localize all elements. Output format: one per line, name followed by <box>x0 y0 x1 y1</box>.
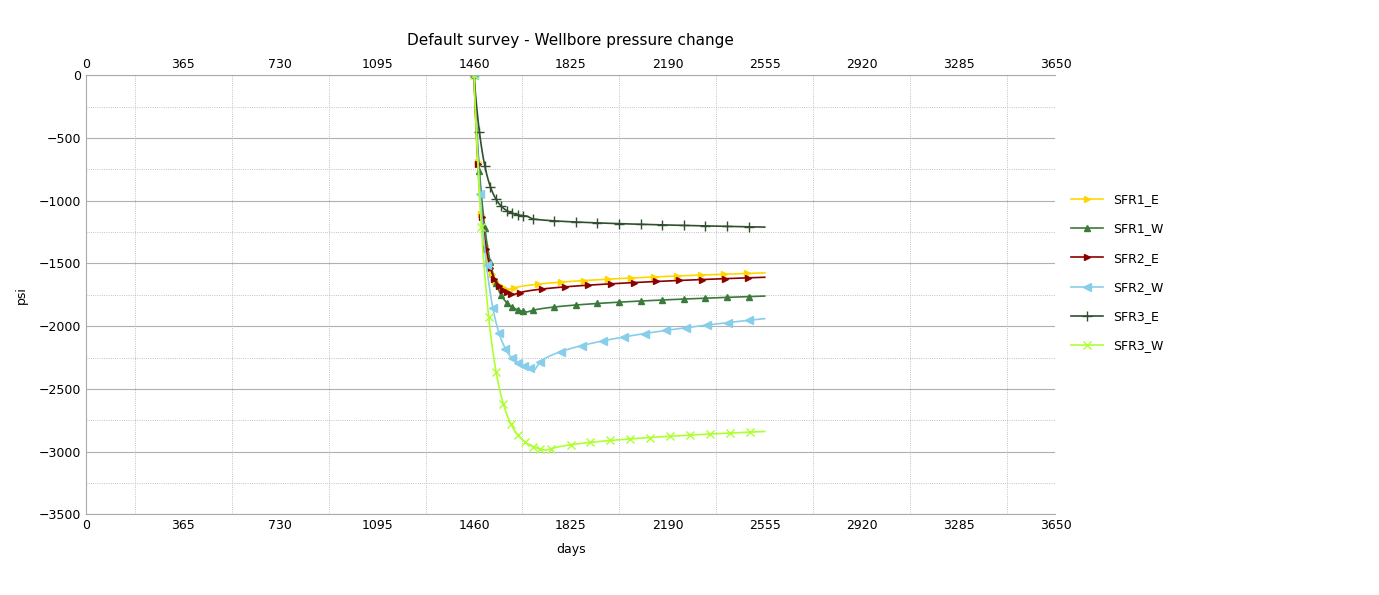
SFR1_W <box>516 308 532 315</box>
SFR1_W <box>757 293 774 300</box>
SFR2_W <box>757 315 774 322</box>
Line: SFR1_W: SFR1_W <box>470 72 768 315</box>
Line: SFR1_E: SFR1_E <box>470 72 768 293</box>
Line: SFR3_E: SFR3_E <box>469 71 769 232</box>
SFR3_E <box>648 221 665 228</box>
SFR2_E <box>466 72 483 79</box>
SFR1_W <box>535 305 552 312</box>
SFR3_W <box>553 443 570 450</box>
SFR2_E <box>672 277 688 284</box>
SFR1_E <box>466 98 483 105</box>
SFR3_W <box>538 447 554 454</box>
SFR2_E <box>503 290 520 298</box>
SFR1_W <box>676 296 692 303</box>
SFR3_E <box>466 72 483 79</box>
SFR2_E <box>470 176 487 183</box>
SFR3_W <box>662 433 678 440</box>
Line: SFR2_W: SFR2_W <box>470 71 769 374</box>
SFR1_E <box>517 282 534 289</box>
SFR2_W <box>466 72 483 79</box>
SFR1_E <box>501 286 517 293</box>
X-axis label: days: days <box>556 543 586 556</box>
SFR1_W <box>519 308 535 315</box>
SFR1_W <box>467 101 484 108</box>
SFR3_W <box>681 431 698 439</box>
SFR3_W <box>474 250 491 258</box>
SFR3_E <box>467 89 484 96</box>
SFR3_W <box>757 428 774 435</box>
SFR1_E <box>645 273 662 280</box>
SFR3_W <box>466 72 483 79</box>
SFR1_E <box>466 72 483 79</box>
SFR2_W <box>678 324 695 331</box>
Title: Default survey - Wellbore pressure change: Default survey - Wellbore pressure chang… <box>407 33 735 48</box>
SFR3_W <box>534 446 550 453</box>
Y-axis label: psi: psi <box>15 286 28 304</box>
Legend: SFR1_E, SFR1_W, SFR2_E, SFR2_W, SFR3_E, SFR3_W: SFR1_E, SFR1_W, SFR2_E, SFR2_W, SFR3_E, … <box>1071 193 1162 352</box>
SFR1_E <box>757 270 774 277</box>
SFR1_W <box>473 184 490 192</box>
SFR2_W <box>524 365 541 372</box>
SFR2_E <box>648 278 665 285</box>
SFR1_W <box>654 296 670 303</box>
SFR1_E <box>498 286 514 293</box>
SFR2_E <box>757 274 774 281</box>
SFR3_E <box>530 216 546 223</box>
SFR1_E <box>470 174 487 181</box>
SFR1_W <box>466 72 483 79</box>
SFR2_E <box>466 98 483 105</box>
SFR1_E <box>669 273 685 280</box>
SFR3_W <box>467 117 484 124</box>
SFR2_W <box>473 212 490 219</box>
SFR2_E <box>506 291 523 298</box>
SFR3_E <box>473 139 490 146</box>
SFR2_W <box>542 352 558 359</box>
SFR2_W <box>658 327 674 334</box>
SFR2_E <box>523 287 539 294</box>
SFR3_E <box>670 222 687 229</box>
SFR3_E <box>757 224 774 231</box>
SFR2_W <box>527 366 543 373</box>
Line: SFR3_W: SFR3_W <box>470 71 769 455</box>
Line: SFR2_E: SFR2_E <box>470 72 768 298</box>
SFR2_W <box>467 108 484 115</box>
SFR3_E <box>516 212 532 220</box>
